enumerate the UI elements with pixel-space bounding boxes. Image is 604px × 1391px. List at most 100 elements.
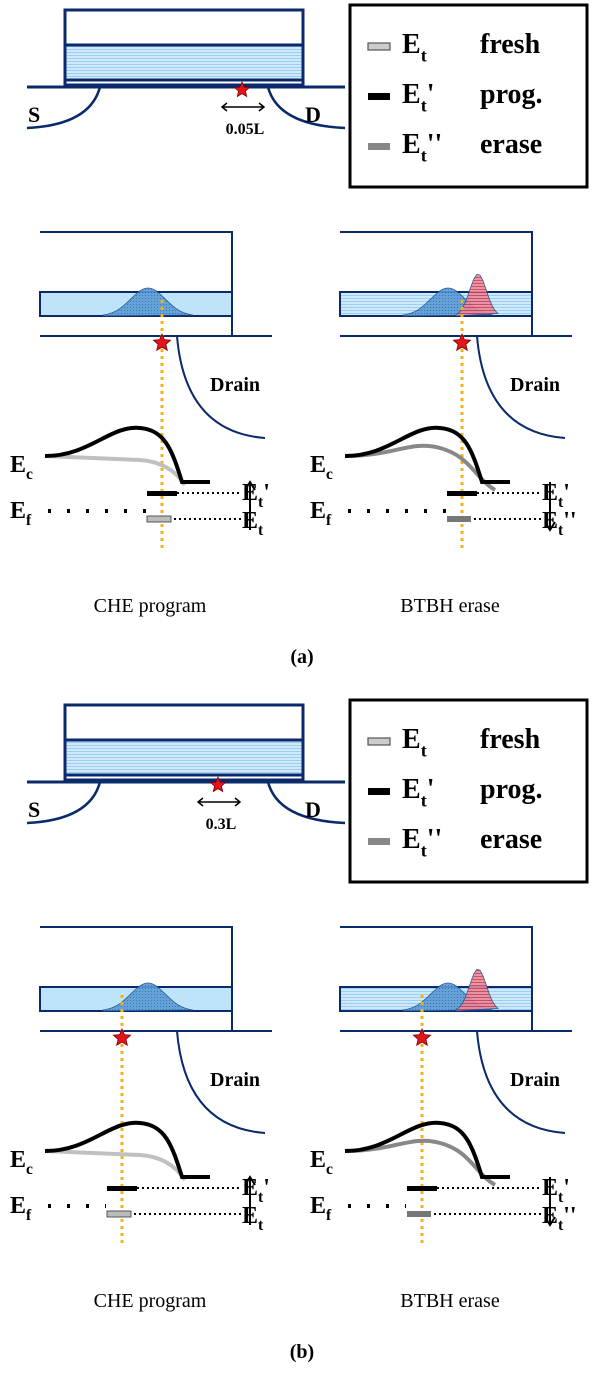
symbol: E [542, 480, 558, 506]
level-lower [147, 516, 171, 522]
level-lower [107, 1211, 131, 1217]
legend-swatch [368, 43, 390, 50]
source-label: S [28, 797, 40, 822]
symbol: E [402, 724, 421, 755]
level-upper [107, 1186, 137, 1191]
symbol: E [402, 29, 421, 60]
legend-text: prog. [480, 774, 543, 805]
charge-layer [65, 740, 303, 775]
caption: CHE program [94, 1290, 207, 1312]
legend-swatch [368, 738, 390, 745]
legend-text: erase [480, 129, 542, 160]
legend-text: fresh [480, 29, 541, 60]
prime: ' [563, 480, 570, 506]
legend-swatch [368, 143, 390, 150]
ec-curve [45, 428, 210, 482]
gate-outline [40, 232, 232, 335]
symbol: E [10, 452, 26, 478]
legend-text: fresh [480, 724, 541, 755]
gate-outline [340, 927, 532, 1030]
subscript: f [26, 1207, 32, 1224]
ec-curve [45, 1123, 210, 1177]
symbol: E [310, 498, 326, 524]
upper-level-label: Et' [542, 480, 570, 511]
drain-label: Drain [210, 374, 260, 396]
symbol: E [242, 508, 258, 534]
figure: SD0.05LEtfreshEt'prog.Et''eraseDrainEcEf… [0, 0, 604, 1391]
symbol: E [242, 1175, 258, 1201]
prime: ' [263, 480, 270, 506]
symbol: E [402, 824, 421, 855]
lower-level-label: Et'' [542, 1203, 577, 1234]
symbol: E [10, 498, 26, 524]
subscript: c [326, 1161, 333, 1178]
level-upper [407, 1186, 437, 1191]
ec-shifted [45, 456, 185, 485]
drain-label: D [305, 797, 321, 822]
level-upper [147, 491, 177, 496]
symbol: E [542, 1203, 558, 1229]
prime: '' [427, 824, 443, 855]
caption: BTBH erase [400, 595, 500, 617]
drain-label: Drain [210, 1069, 260, 1091]
prime: ' [427, 774, 435, 805]
panel-label: (b) [290, 1341, 314, 1363]
symbol: E [10, 1193, 26, 1219]
gate-outline [340, 232, 532, 335]
symbol: E [542, 508, 558, 534]
drain-label: Drain [510, 1069, 560, 1091]
panel-label: (a) [290, 646, 313, 668]
symbol: E [310, 1147, 326, 1173]
offset-arrow [222, 103, 264, 111]
upper-level-label: Et' [542, 1175, 570, 1206]
ef-label: Ef [10, 1193, 32, 1224]
subscript: c [326, 466, 333, 483]
ec-label: Ec [310, 1147, 333, 1178]
upper-level-label: Et' [242, 480, 270, 511]
prime: '' [563, 1203, 576, 1229]
upper-level-label: Et' [242, 1175, 270, 1206]
legend-swatch [368, 93, 390, 100]
ec-label: Ec [10, 1147, 33, 1178]
prime: '' [563, 508, 576, 534]
ef-label: Ef [310, 498, 332, 529]
legend-text: prog. [480, 79, 543, 110]
prime: ' [427, 79, 435, 110]
lower-level-label: Et [242, 508, 264, 539]
drain-label: Drain [510, 374, 560, 396]
offset-arrow [198, 798, 240, 806]
ec-shifted [45, 1151, 185, 1180]
level-lower [447, 516, 471, 522]
subscript: f [326, 512, 332, 529]
symbol: E [10, 1147, 26, 1173]
gate-outline [40, 927, 232, 1030]
ec-label: Ec [10, 452, 33, 483]
legend-symbol: Et' [402, 774, 435, 810]
subscript: c [26, 466, 33, 483]
offset-label: 0.3L [206, 816, 237, 833]
subscript: t [421, 45, 427, 65]
ec-label: Ec [310, 452, 333, 483]
subscript: t [258, 522, 264, 539]
prime: ' [263, 1175, 270, 1201]
level-lower [407, 1211, 431, 1217]
subscript: t [258, 1217, 264, 1234]
ef-label: Ef [310, 1193, 332, 1224]
symbol: E [402, 79, 421, 110]
caption: CHE program [94, 595, 207, 617]
ef-label: Ef [10, 498, 32, 529]
subscript: c [26, 1161, 33, 1178]
prime: ' [563, 1175, 570, 1201]
drain-label: D [305, 102, 321, 127]
level-upper [447, 491, 477, 496]
source-label: S [28, 102, 40, 127]
symbol: E [402, 774, 421, 805]
legend-text: erase [480, 824, 542, 855]
symbol: E [242, 1203, 258, 1229]
subscript: t [421, 740, 427, 760]
legend-symbol: Et' [402, 79, 435, 115]
symbol: E [310, 452, 326, 478]
symbol: E [542, 1175, 558, 1201]
charge-layer [65, 45, 303, 80]
subscript: f [26, 512, 32, 529]
